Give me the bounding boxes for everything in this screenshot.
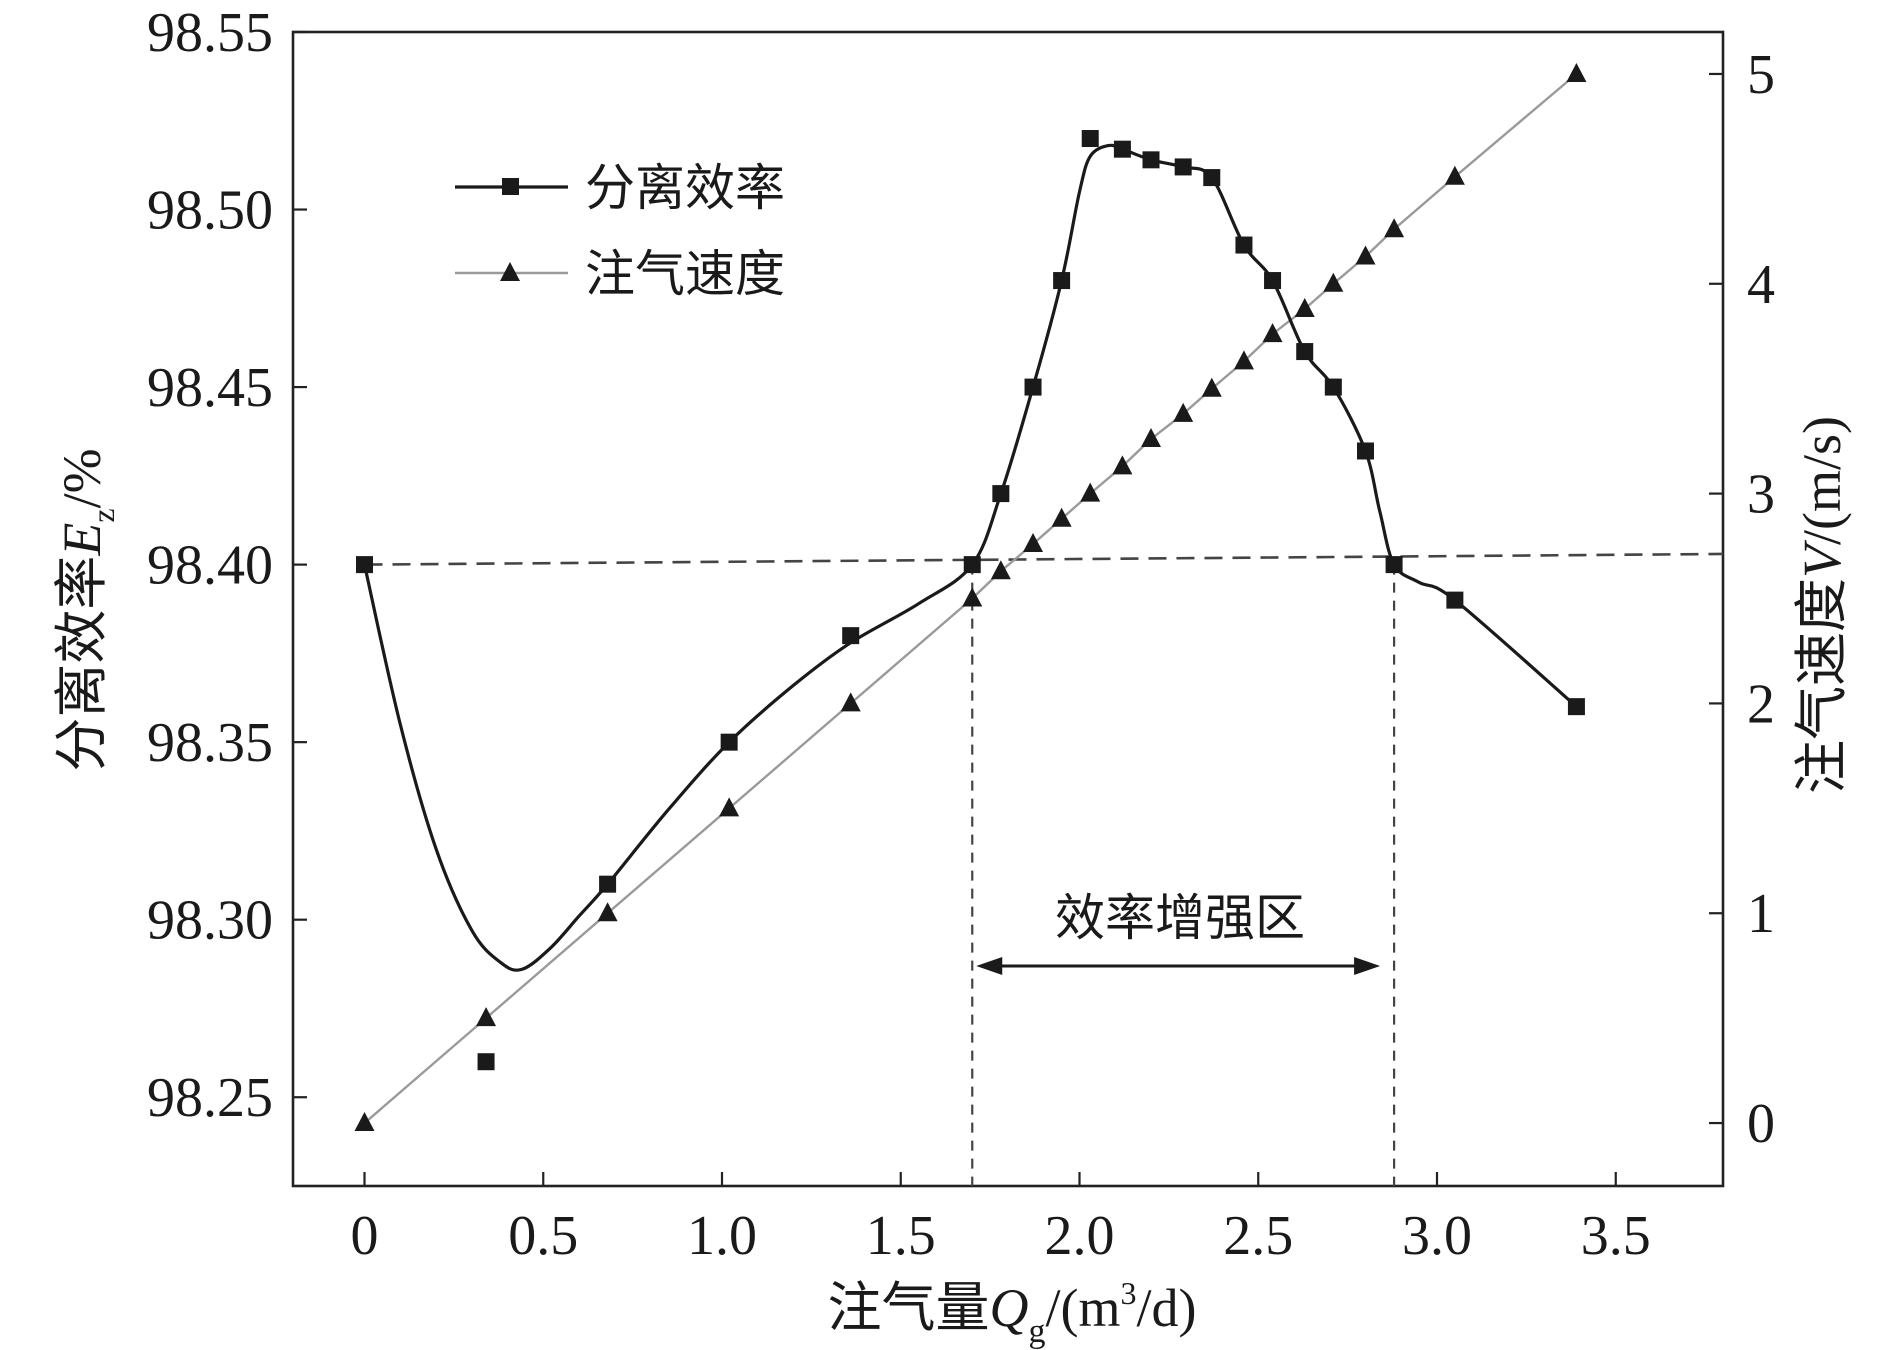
efficiency-point <box>1142 151 1160 169</box>
efficiency-point <box>1324 378 1342 396</box>
velocity-point <box>1262 323 1283 343</box>
efficiency-point <box>1203 169 1221 187</box>
efficiency-point <box>1264 272 1282 290</box>
efficiency-point <box>1081 130 1099 148</box>
velocity-point <box>597 902 618 922</box>
y-right-tick-label: 4 <box>1747 254 1775 316</box>
plot-frame <box>291 30 1725 1188</box>
velocity-point <box>990 560 1011 580</box>
velocity-point <box>1173 402 1194 422</box>
y-right-tick-label: 5 <box>1747 44 1775 106</box>
x-axis-title-unit-close: /d) <box>1137 1278 1197 1338</box>
x-axis-title-subscript: g <box>1029 1313 1046 1350</box>
y-right-title-symbol: V <box>1792 539 1852 578</box>
efficiency-point <box>963 556 981 574</box>
efficiency-point <box>1113 140 1131 158</box>
y-left-tick-label: 98.55 <box>147 2 273 64</box>
y-left-title-prefix: 分离效率 <box>50 556 113 772</box>
efficiency-point <box>720 733 738 751</box>
y-right-tick-label: 1 <box>1747 883 1775 945</box>
x-tick-label: 2.5 <box>1223 1205 1293 1267</box>
region-arrow-right-head <box>1354 957 1381 975</box>
y-left-title-subscript: z <box>85 508 121 522</box>
y-axis-left-title: 分离效率Ez/% <box>50 448 121 771</box>
x-axis-title-prefix: 注气量 <box>828 1276 990 1339</box>
velocity-point <box>1444 165 1465 185</box>
x-tick-label: 1.0 <box>687 1205 757 1267</box>
efficiency-point <box>1446 591 1464 609</box>
velocity-point <box>1051 507 1072 527</box>
velocity-point <box>1323 272 1344 292</box>
velocity-point <box>1384 218 1405 238</box>
y-right-tick-label: 0 <box>1747 1093 1775 1155</box>
x-axis: 0 0.5 1.0 1.5 2.0 2.5 3.0 3.5 <box>351 1172 1651 1267</box>
velocity-point <box>840 692 861 712</box>
velocity-point <box>354 1112 375 1132</box>
velocity-point <box>1080 482 1101 502</box>
x-tick-label: 0 <box>351 1205 379 1267</box>
y-right-title-prefix: 注气速度 <box>1790 578 1853 794</box>
legend-marker-velocity <box>500 262 520 281</box>
velocity-point <box>1112 455 1133 475</box>
efficiency-point <box>1296 343 1314 361</box>
region-arrow-left-head <box>976 957 1003 975</box>
x-axis-title: 注气量Qg/(m3/d) <box>828 1275 1197 1350</box>
y-left-tick-label: 98.40 <box>147 535 273 597</box>
series-velocity-line <box>363 73 1578 1125</box>
efficiency-point <box>1024 378 1042 396</box>
efficiency-point <box>1174 158 1192 176</box>
efficiency-point <box>1385 556 1403 574</box>
velocity-point <box>1201 377 1222 397</box>
region-label: 效率增强区 <box>1055 889 1305 947</box>
efficiency-point <box>1235 236 1253 254</box>
y-left-tick-label: 98.50 <box>147 180 273 242</box>
y-right-tick-label: 2 <box>1747 673 1775 735</box>
velocity-point <box>1566 62 1587 82</box>
x-axis-title-unit-open: /(m <box>1046 1278 1121 1338</box>
y-left-title-symbol: E <box>52 523 112 557</box>
efficiency-point <box>1567 698 1585 716</box>
legend-marker-efficiency <box>502 178 519 195</box>
y-left-tick-label: 98.45 <box>147 357 273 419</box>
legend: 分离效率 注气速度 <box>455 159 785 303</box>
y-axis-right: 0 1 2 3 4 5 <box>1709 44 1775 1155</box>
x-axis-title-unit-sup: 3 <box>1121 1275 1137 1311</box>
y-left-tick-label: 98.30 <box>147 890 273 952</box>
velocity-point <box>962 587 983 607</box>
y-axis-left: 98.25 98.30 98.35 98.40 98.45 98.50 98.55 <box>147 2 307 1129</box>
legend-label-velocity: 注气速度 <box>585 245 785 303</box>
x-tick-label: 3.5 <box>1581 1205 1651 1267</box>
x-tick-label: 3.0 <box>1402 1205 1472 1267</box>
series-layer <box>354 62 1724 1186</box>
x-axis-title-symbol: Q <box>990 1278 1029 1338</box>
y-right-tick-label: 3 <box>1747 464 1775 526</box>
reference-line <box>364 552 1724 566</box>
efficiency-point <box>842 627 860 645</box>
y-left-tick-label: 98.35 <box>147 712 273 774</box>
y-left-title-unit: /% <box>52 448 112 508</box>
series-efficiency-curve <box>362 143 1578 972</box>
efficiency-point <box>356 556 373 574</box>
velocity-point <box>1023 532 1044 552</box>
velocity-point <box>1294 297 1315 317</box>
efficiency-point <box>599 875 617 893</box>
efficiency-point <box>992 485 1010 503</box>
efficiency-point <box>1357 442 1374 460</box>
velocity-point <box>1233 350 1254 370</box>
efficiency-point <box>477 1053 495 1071</box>
y-left-tick-label: 98.25 <box>147 1067 273 1129</box>
efficiency-point <box>1053 272 1071 290</box>
velocity-point <box>719 797 740 817</box>
region-annotation: 效率增强区 <box>976 889 1381 975</box>
y-axis-right-title: 注气速度V/(m/s) <box>1790 416 1853 794</box>
x-tick-label: 0.5 <box>508 1205 578 1267</box>
x-tick-label: 1.5 <box>866 1205 936 1267</box>
velocity-point <box>476 1007 497 1027</box>
velocity-point <box>1141 428 1161 448</box>
velocity-point <box>1355 245 1376 265</box>
x-tick-label: 2.0 <box>1045 1205 1115 1267</box>
legend-label-efficiency: 分离效率 <box>585 159 785 217</box>
y-right-title-unit: /(m/s) <box>1792 416 1852 545</box>
